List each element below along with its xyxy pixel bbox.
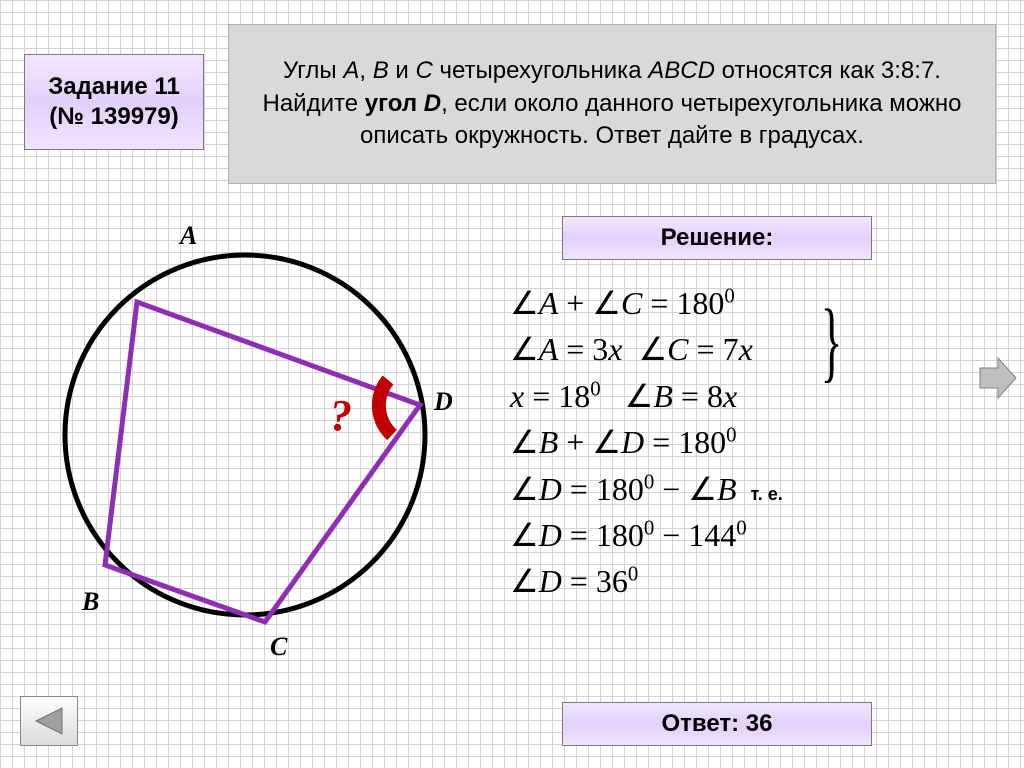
solution-line: ∠A + ∠C = 1800	[510, 280, 980, 326]
solution-line: ∠D = 1800 − 1440	[510, 512, 980, 558]
answer-panel: Ответ: 36	[562, 702, 872, 746]
next-arrow-button[interactable]	[978, 354, 1018, 402]
solution-line: ∠B + ∠D = 1800	[510, 419, 980, 465]
note-text: т. е.	[751, 484, 783, 504]
geometry-diagram: ? A B C D	[20, 210, 500, 670]
task-line-1: Задание 11	[48, 72, 180, 102]
vertex-c-label: C	[270, 632, 288, 661]
solution-label-text: Решение:	[661, 224, 774, 252]
back-button[interactable]	[20, 696, 78, 746]
solution-line: ∠D = 360	[510, 558, 980, 604]
triangle-left-icon	[32, 706, 66, 736]
question-mark: ?	[330, 391, 352, 440]
vertex-b-label: B	[81, 587, 99, 616]
angle-d-marker	[379, 380, 392, 435]
solution-label-panel: Решение:	[562, 216, 872, 260]
problem-panel: Углы A, B и C четырехугольника ABCD отно…	[228, 24, 996, 184]
answer-text: Ответ: 36	[662, 710, 773, 738]
arrow-right-icon	[980, 358, 1016, 398]
solution-line: ∠A = 3x ∠C = 7x	[510, 326, 980, 372]
solution-line: ∠D = 1800 − ∠B т. е.	[510, 466, 980, 512]
task-line-2: (№ 139979)	[48, 102, 180, 132]
solution-line-text: ∠D = 1800 − ∠B	[510, 471, 737, 507]
solution-line: x = 180 ∠B = 8x	[510, 373, 980, 419]
quadrilateral-abcd	[105, 302, 420, 622]
solution-steps: ∠A + ∠C = 1800 ∠A = 3x ∠C = 7x x = 180 ∠…	[510, 280, 980, 680]
problem-text: Углы A, B и C четырехугольника ABCD отно…	[249, 55, 975, 152]
vertex-a-label: A	[178, 221, 197, 250]
task-number-panel: Задание 11 (№ 139979)	[24, 54, 204, 150]
vertex-d-label: D	[433, 387, 453, 416]
